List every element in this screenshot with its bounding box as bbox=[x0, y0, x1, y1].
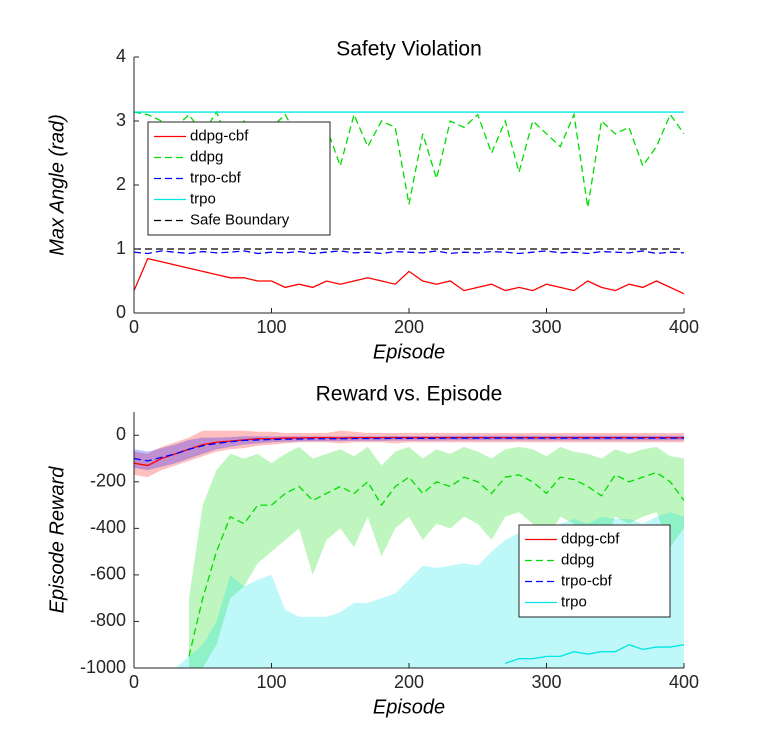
x-tick-label: 300 bbox=[531, 672, 561, 692]
y-tick-label: 2 bbox=[116, 174, 126, 194]
series-line bbox=[505, 644, 684, 664]
y-tick-label: -200 bbox=[90, 471, 126, 491]
y-tick-label: 0 bbox=[116, 302, 126, 322]
series-line bbox=[188, 471, 684, 657]
series-line bbox=[134, 436, 684, 467]
band bbox=[134, 435, 684, 471]
legend-label: Safe Boundary bbox=[190, 211, 290, 228]
legend-label: trpo-cbf bbox=[190, 169, 242, 186]
y-tick-label: 3 bbox=[116, 110, 126, 130]
legend-label: ddpg bbox=[190, 148, 223, 165]
y-tick-label: -1000 bbox=[80, 657, 126, 677]
x-tick-label: 100 bbox=[256, 672, 286, 692]
series-line bbox=[134, 257, 684, 295]
legend-label: trpo bbox=[561, 593, 587, 610]
axes: 0 100 200 300 400 0 1 2 3 4 Safety Violation Episod… bbox=[46, 38, 699, 364]
x-tick-label: 400 bbox=[669, 317, 699, 337]
chart-title: Safety Violation bbox=[336, 38, 482, 61]
legend-box bbox=[518, 524, 671, 618]
series-line bbox=[134, 437, 684, 462]
y-tick-label: -800 bbox=[90, 610, 126, 630]
series-line bbox=[134, 250, 684, 255]
axes: 0 100 200 300 400 -1000 -800 -600 -400 -200 0 Rewar… bbox=[46, 383, 699, 719]
band bbox=[189, 446, 684, 668]
y-tick-label: 4 bbox=[116, 46, 126, 66]
x-tick-label: 0 bbox=[129, 672, 139, 692]
x-tick-label: 300 bbox=[531, 317, 561, 337]
y-tick-label: 1 bbox=[116, 238, 126, 258]
legend-label: trpo bbox=[190, 190, 216, 207]
legend: ddpg-cbf ddpg trpo-cbf trpo bbox=[518, 524, 671, 618]
y-tick-label: 0 bbox=[116, 424, 126, 444]
x-tick-label: 100 bbox=[256, 317, 286, 337]
legend-label: ddpg-cbf bbox=[561, 530, 620, 547]
y-axis-label: Episode Reward bbox=[46, 466, 68, 614]
y-tick-label: -400 bbox=[90, 517, 126, 537]
x-tick-label: 0 bbox=[129, 317, 139, 337]
x-tick-label: 200 bbox=[394, 317, 424, 337]
x-tick-label: 400 bbox=[669, 672, 699, 692]
chart-title: Reward vs. Episode bbox=[316, 383, 503, 406]
x-axis-label: Episode bbox=[373, 696, 445, 718]
legend-label: ddpg bbox=[561, 551, 594, 568]
legend-label: ddpg-cbf bbox=[190, 127, 249, 144]
y-axis-label: Max Angle (rad) bbox=[46, 114, 68, 256]
y-tick-label: -600 bbox=[90, 564, 126, 584]
x-tick-label: 200 bbox=[394, 672, 424, 692]
x-axis-label: Episode bbox=[373, 341, 445, 363]
legend: ddpg-cbf ddpg trpo-cbf trpo Safe Boundary bbox=[147, 121, 331, 236]
legend-label: trpo-cbf bbox=[561, 572, 613, 589]
band bbox=[134, 430, 684, 478]
